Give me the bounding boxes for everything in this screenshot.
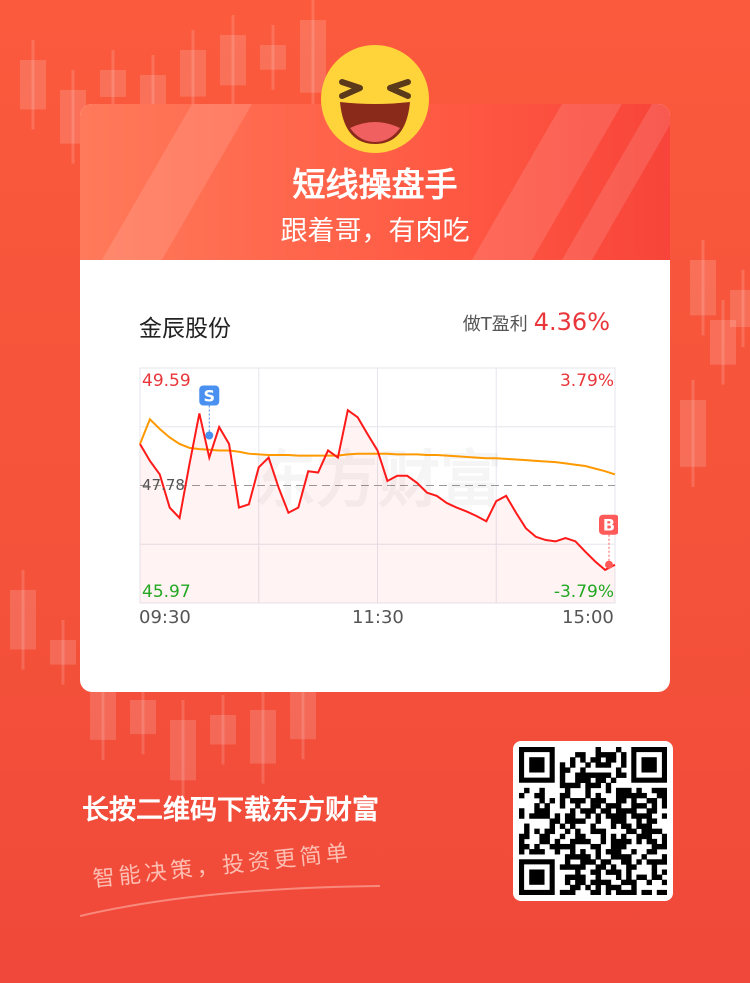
profit-label: 做T盈利 [462, 314, 528, 335]
bg-candle [50, 640, 76, 665]
bg-candle [140, 75, 166, 110]
bg-candle [20, 60, 46, 110]
bg-candle [220, 35, 246, 86]
intraday-chart: 东方财富 SB 49.59 47.78 45.97 3.79% -3.79% [139, 367, 618, 604]
profit-value: 4.36% [533, 308, 610, 336]
trade-marker-label: S [204, 387, 216, 406]
bg-candle [170, 720, 196, 781]
laughing-face-icon [321, 45, 429, 153]
y-label-low: 45.97 [142, 582, 191, 602]
bg-candle [180, 50, 206, 97]
bg-candle [690, 260, 716, 316]
bg-candle [730, 290, 750, 328]
trade-marker-badge [599, 514, 618, 535]
bg-candle [250, 710, 276, 764]
bg-candle [210, 715, 236, 745]
share-card: 短线操盘手 跟着哥，有肉吃 [80, 104, 670, 692]
profit-summary: 做T盈利 4.36% [463, 308, 610, 336]
slogan-swoosh [80, 885, 380, 917]
y-label-high-pct: 3.79% [560, 371, 614, 391]
bg-candle [130, 700, 156, 735]
bg-candle [300, 20, 326, 93]
bg-candle [100, 70, 126, 97]
x-tick-close: 15:00 [562, 607, 614, 628]
y-label-high: 49.59 [142, 371, 191, 391]
bg-candle [10, 590, 36, 650]
download-qr-code[interactable] [513, 741, 673, 901]
header-subtitle: 跟着哥，有肉吃 [280, 216, 470, 247]
bg-candle [260, 45, 286, 70]
bg-candle [710, 320, 736, 365]
x-tick-open: 09:30 [139, 607, 191, 628]
qr-finder [518, 746, 555, 783]
qr-finder [631, 746, 667, 783]
download-cta: 长按二维码下载东方财富 [82, 795, 379, 826]
bg-candle [680, 400, 706, 467]
qr-finder [518, 859, 555, 895]
trade-marker-label: B [603, 516, 615, 535]
y-label-low-pct: -3.79% [554, 582, 614, 602]
header-title: 短线操盘手 [292, 165, 458, 204]
bg-candle [290, 690, 316, 740]
bg-candle [90, 690, 116, 740]
price-area [140, 410, 615, 603]
y-label-prev-close: 47.78 [142, 476, 185, 494]
trade-marker-dot [205, 431, 214, 440]
price-line [139, 408, 616, 572]
stock-name: 金辰股份 [139, 316, 231, 342]
average-price-line [139, 417, 616, 476]
trade-marker-badge [199, 385, 220, 406]
x-tick-midday: 11:30 [352, 607, 404, 628]
trade-marker-dot [605, 560, 613, 569]
